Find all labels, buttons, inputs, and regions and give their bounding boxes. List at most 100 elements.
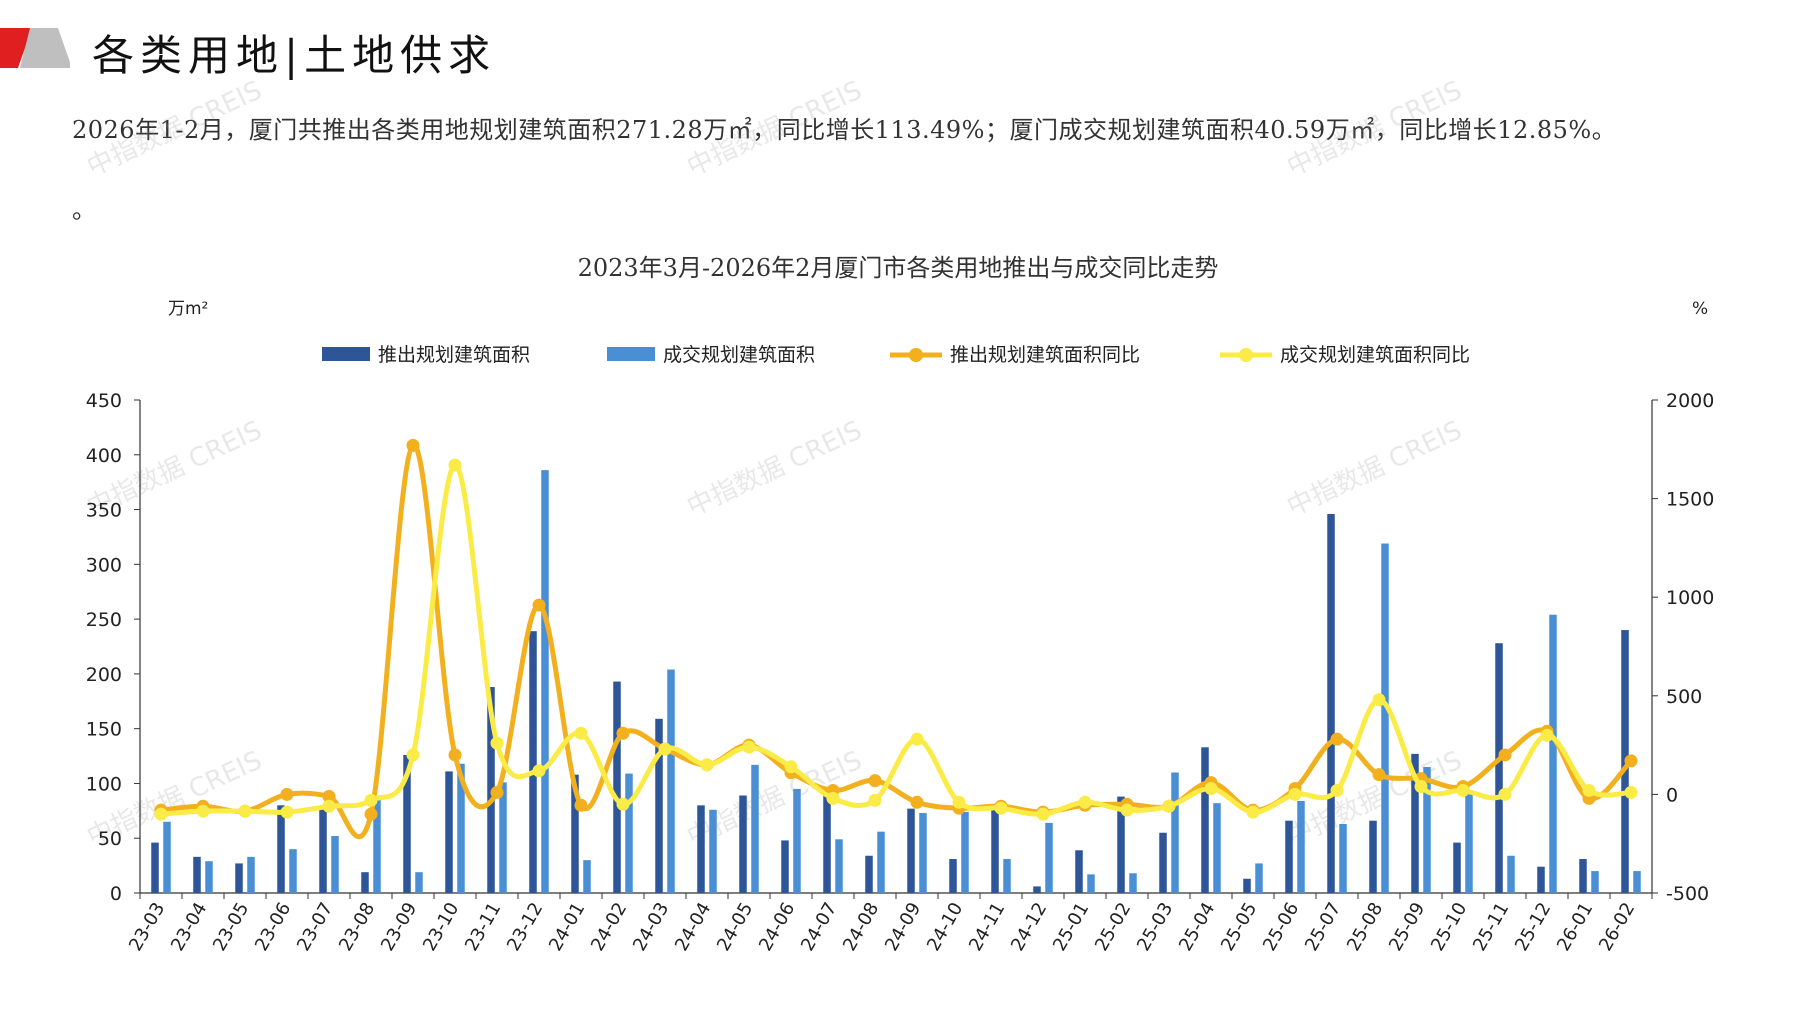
deal-yoy-point (322, 799, 336, 813)
supply-yoy-line (158, 442, 1634, 840)
supply-bar (403, 754, 411, 893)
deal-bar (247, 856, 255, 893)
x-axis-label: 23-11 (461, 899, 505, 955)
legend-swatch-marker (909, 348, 923, 362)
x-axis-label: 25-01 (1049, 899, 1093, 955)
deal-bar (373, 797, 381, 893)
x-axis-label: 26-02 (1595, 899, 1639, 955)
deal-bar (1339, 823, 1347, 893)
supply-bar (1201, 747, 1209, 893)
deal-yoy-point (1246, 805, 1260, 819)
deal-bar (793, 788, 801, 893)
legend-swatch-bar (607, 347, 655, 361)
supply-bar (865, 855, 873, 893)
x-axis-label: 25-03 (1133, 899, 1177, 955)
x-axis-label: 25-10 (1427, 899, 1471, 955)
supply-yoy-point (1624, 754, 1638, 768)
chart-axes: 0 50 100 150 200 250 300 350 400 450 -500 0 500 1000 1… (86, 390, 1715, 905)
chart-lines (154, 438, 1638, 840)
x-axis-label: 24-11 (965, 899, 1009, 955)
supply-yoy-point (1330, 732, 1344, 746)
supply-bar (151, 842, 159, 893)
deal-yoy-point (406, 748, 420, 762)
supply-bar (739, 795, 747, 893)
x-axis-label: 23-10 (419, 899, 463, 955)
supply-bar (235, 863, 243, 893)
deal-bar (1381, 543, 1389, 893)
deal-yoy-point (784, 760, 798, 774)
deal-yoy-point (280, 805, 294, 819)
supply-yoy-point (868, 774, 882, 788)
right-axis-tick-label: -500 (1666, 883, 1709, 905)
right-axis-tick-label: 1500 (1666, 489, 1714, 511)
left-axis-unit: 万m² (168, 299, 208, 319)
right-axis-tick-label: 1000 (1666, 587, 1714, 609)
supply-bar (1033, 886, 1041, 893)
legend-swatch-bar (322, 347, 370, 361)
deal-yoy-point (1078, 795, 1092, 809)
deal-bar (457, 763, 465, 893)
deal-bar (1087, 874, 1095, 893)
supply-yoy-point (574, 798, 588, 812)
deal-bar (1255, 863, 1263, 893)
supply-bar (1075, 850, 1083, 893)
x-axis-label: 24-06 (755, 899, 799, 955)
right-axis-tick-label: 0 (1666, 784, 1678, 806)
summary-text: 2026年1-2月，厦门共推出各类用地规划建筑面积271.28万㎡，同比增长11… (72, 116, 1617, 144)
supply-yoy-point (448, 748, 462, 762)
supply-bar (1243, 878, 1251, 893)
x-axis-label: 24-01 (545, 899, 589, 955)
summary-tail: 。 (72, 196, 96, 224)
deal-bar (1213, 803, 1221, 893)
deal-yoy-point (1120, 803, 1134, 817)
left-axis-tick-label: 400 (86, 445, 122, 467)
supply-yoy-point (616, 726, 630, 740)
supply-bar (1285, 820, 1293, 893)
deal-yoy-point (154, 807, 168, 821)
left-axis-tick-label: 150 (86, 719, 122, 741)
supply-bar (823, 788, 831, 893)
deal-bar (919, 813, 927, 893)
deal-yoy-point (574, 726, 588, 740)
deal-bar (1633, 871, 1641, 893)
supply-yoy-point (910, 795, 924, 809)
supply-yoy-point (1498, 748, 1512, 762)
supply-bar (613, 681, 621, 893)
deal-bar (877, 831, 885, 893)
deal-yoy-point (448, 458, 462, 472)
supply-bar (529, 631, 537, 893)
legend-label: 成交规划建筑面积同比 (1280, 344, 1470, 366)
deal-bar (205, 861, 213, 893)
deal-yoy-point (910, 732, 924, 746)
supply-yoy-point (1372, 768, 1386, 782)
deal-yoy-point (1414, 780, 1428, 794)
x-axis-label: 23-06 (251, 899, 295, 955)
deal-bar (667, 669, 675, 893)
deal-bar (499, 782, 507, 893)
left-axis-tick-label: 350 (86, 500, 122, 522)
left-axis-tick-label: 450 (86, 390, 122, 412)
supply-yoy-point (322, 789, 336, 803)
supply-bar (1369, 820, 1377, 893)
legend-swatch-marker (1239, 348, 1253, 362)
page-title: 各类用地|土地供求 (92, 31, 497, 80)
deal-yoy-point (238, 804, 252, 818)
supply-bar (1411, 753, 1419, 893)
chart-legend: 推出规划建筑面积 成交规划建筑面积 推出规划建筑面积同比 成交规划建筑面积同比 (322, 344, 1470, 366)
x-axis-label: 24-02 (587, 899, 631, 955)
supply-bar (445, 771, 453, 893)
deal-bar (1549, 614, 1557, 893)
supply-bar (1537, 866, 1545, 893)
deal-bar (1171, 772, 1179, 893)
supply-bar (1117, 796, 1125, 893)
deal-yoy-point (742, 740, 756, 754)
x-axis-label: 25-09 (1385, 899, 1429, 955)
deal-yoy-point (616, 797, 630, 811)
supply-bar (319, 807, 327, 893)
left-axis-tick-label: 100 (86, 773, 122, 795)
x-axis-label: 23-07 (293, 899, 337, 955)
x-axis-label: 23-04 (167, 899, 211, 955)
deal-yoy-point (994, 801, 1008, 815)
deal-bar (415, 872, 423, 893)
supply-bar (193, 856, 201, 893)
